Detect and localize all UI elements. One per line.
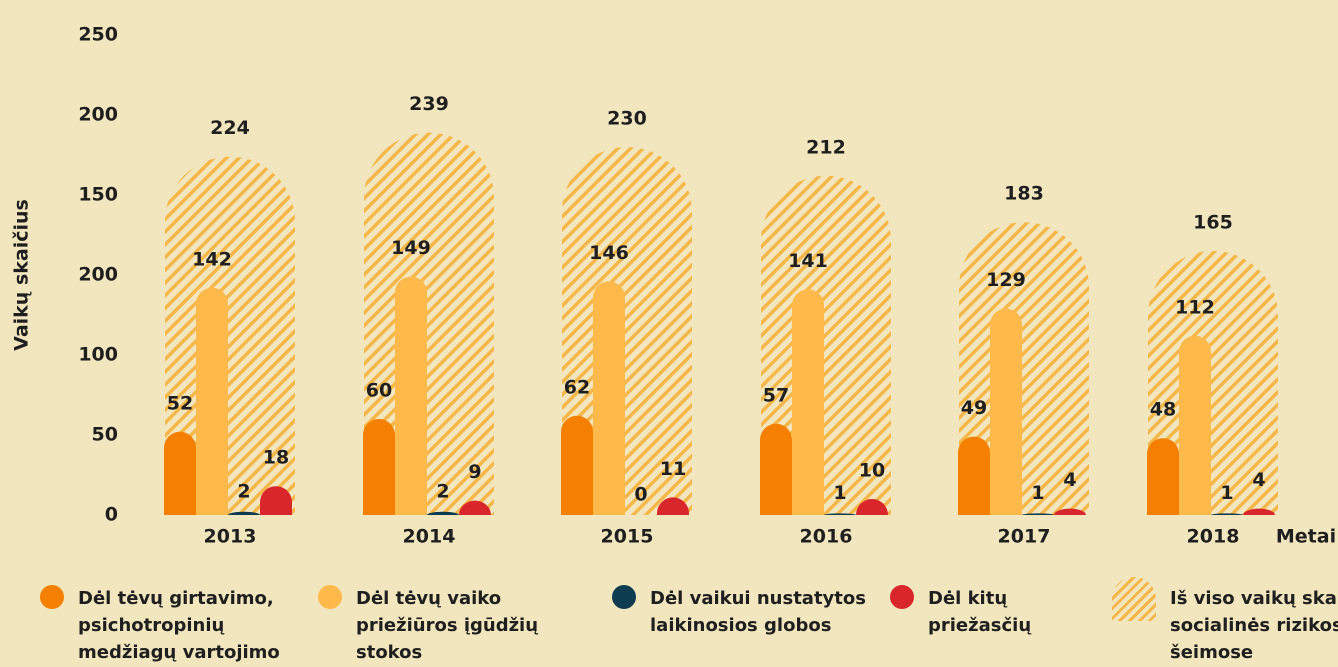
x-tick-label: 2018 bbox=[1187, 526, 1240, 548]
value-label: 212 bbox=[806, 136, 846, 158]
bar bbox=[990, 308, 1022, 515]
legend-label: Iš viso vaikų skaičius socialinės riziko… bbox=[1170, 588, 1338, 663]
value-label: 183 bbox=[1004, 183, 1044, 205]
y-tick-label: 150 bbox=[78, 184, 118, 206]
x-tick-label: 2014 bbox=[403, 526, 456, 548]
value-label: 141 bbox=[788, 250, 828, 272]
bar bbox=[561, 415, 593, 515]
value-label: 11 bbox=[660, 458, 686, 480]
legend-swatch bbox=[318, 585, 342, 609]
x-axis-label: Metai bbox=[1276, 526, 1336, 548]
bar bbox=[228, 511, 260, 515]
legend-swatch bbox=[40, 585, 64, 609]
legend-label: Dėl tėvų girtavimo, psichotropinių medži… bbox=[78, 588, 280, 663]
value-label: 4 bbox=[1063, 469, 1076, 491]
legend-item: Dėl kitų priežasčių bbox=[890, 585, 1108, 639]
value-label: 4 bbox=[1252, 469, 1265, 491]
bar bbox=[427, 511, 459, 515]
value-label: 62 bbox=[564, 376, 590, 398]
bar bbox=[1022, 513, 1054, 515]
value-label: 112 bbox=[1175, 296, 1215, 318]
bar bbox=[856, 499, 888, 515]
chart: Vaikų skaičius Metai 0501002001502002502… bbox=[11, 24, 1337, 548]
legend-item: Dėl tėvų girtavimo, psichotropinių medži… bbox=[40, 585, 318, 666]
value-label: 230 bbox=[607, 108, 647, 130]
value-label: 149 bbox=[391, 237, 431, 259]
value-label: 2 bbox=[237, 480, 250, 502]
bar bbox=[1054, 508, 1086, 515]
value-label: 224 bbox=[210, 117, 250, 139]
legend-label: Dėl kitų priežasčių bbox=[928, 588, 1032, 636]
y-tick-label: 100 bbox=[78, 344, 118, 366]
value-label: 146 bbox=[589, 242, 629, 264]
bar bbox=[363, 419, 395, 515]
bar bbox=[395, 276, 427, 515]
y-tick-label: 200 bbox=[78, 264, 118, 286]
legend-label: Dėl vaikui nustatytos laikinosios globos bbox=[650, 588, 866, 636]
legend-swatch bbox=[890, 585, 914, 609]
value-label: 142 bbox=[192, 248, 232, 270]
value-label: 165 bbox=[1193, 212, 1233, 234]
legend-item: Dėl tėvų vaiko priežiūros įgūdžių stokos bbox=[318, 585, 576, 666]
bar bbox=[657, 497, 689, 515]
bar bbox=[459, 500, 491, 515]
value-label: 1 bbox=[833, 482, 846, 504]
value-label: 60 bbox=[366, 380, 392, 402]
value-label: 10 bbox=[859, 460, 885, 482]
value-label: 0 bbox=[634, 484, 647, 506]
value-label: 1 bbox=[1220, 482, 1233, 504]
bar bbox=[260, 486, 292, 515]
legend-item: Dėl vaikui nustatytos laikinosios globos bbox=[612, 585, 890, 639]
x-tick-label: 2015 bbox=[601, 526, 654, 548]
y-tick-label: 250 bbox=[78, 24, 118, 46]
legend-label: Dėl tėvų vaiko priežiūros įgūdžių stokos bbox=[356, 588, 539, 663]
value-label: 129 bbox=[986, 269, 1026, 291]
value-label: 239 bbox=[409, 93, 449, 115]
bar bbox=[824, 513, 856, 515]
bar bbox=[760, 423, 792, 515]
value-label: 1 bbox=[1031, 482, 1044, 504]
bar bbox=[792, 289, 824, 515]
value-label: 57 bbox=[763, 384, 789, 406]
bar bbox=[1179, 335, 1211, 515]
x-tick-label: 2017 bbox=[998, 526, 1051, 548]
legend-swatch bbox=[612, 585, 636, 609]
value-label: 2 bbox=[436, 480, 449, 502]
value-label: 52 bbox=[167, 392, 193, 414]
y-tick-label: 200 bbox=[78, 104, 118, 126]
bar bbox=[1243, 508, 1275, 515]
legend-item: Iš viso vaikų skaičius socialinės riziko… bbox=[1112, 577, 1338, 666]
value-label: 18 bbox=[263, 447, 289, 469]
legend-swatch bbox=[1112, 577, 1156, 621]
bar bbox=[958, 436, 990, 515]
bar bbox=[196, 287, 228, 515]
bar bbox=[1147, 438, 1179, 515]
y-tick-label: 50 bbox=[92, 424, 118, 446]
bar bbox=[164, 431, 196, 515]
x-tick-label: 2016 bbox=[800, 526, 853, 548]
bar bbox=[1211, 513, 1243, 515]
bar bbox=[593, 281, 625, 515]
y-tick-label: 0 bbox=[105, 504, 118, 526]
y-axis-label: Vaikų skaičius bbox=[11, 199, 33, 351]
value-label: 48 bbox=[1150, 399, 1176, 421]
value-label: 49 bbox=[961, 397, 987, 419]
value-label: 9 bbox=[468, 461, 481, 483]
x-tick-label: 2013 bbox=[204, 526, 257, 548]
